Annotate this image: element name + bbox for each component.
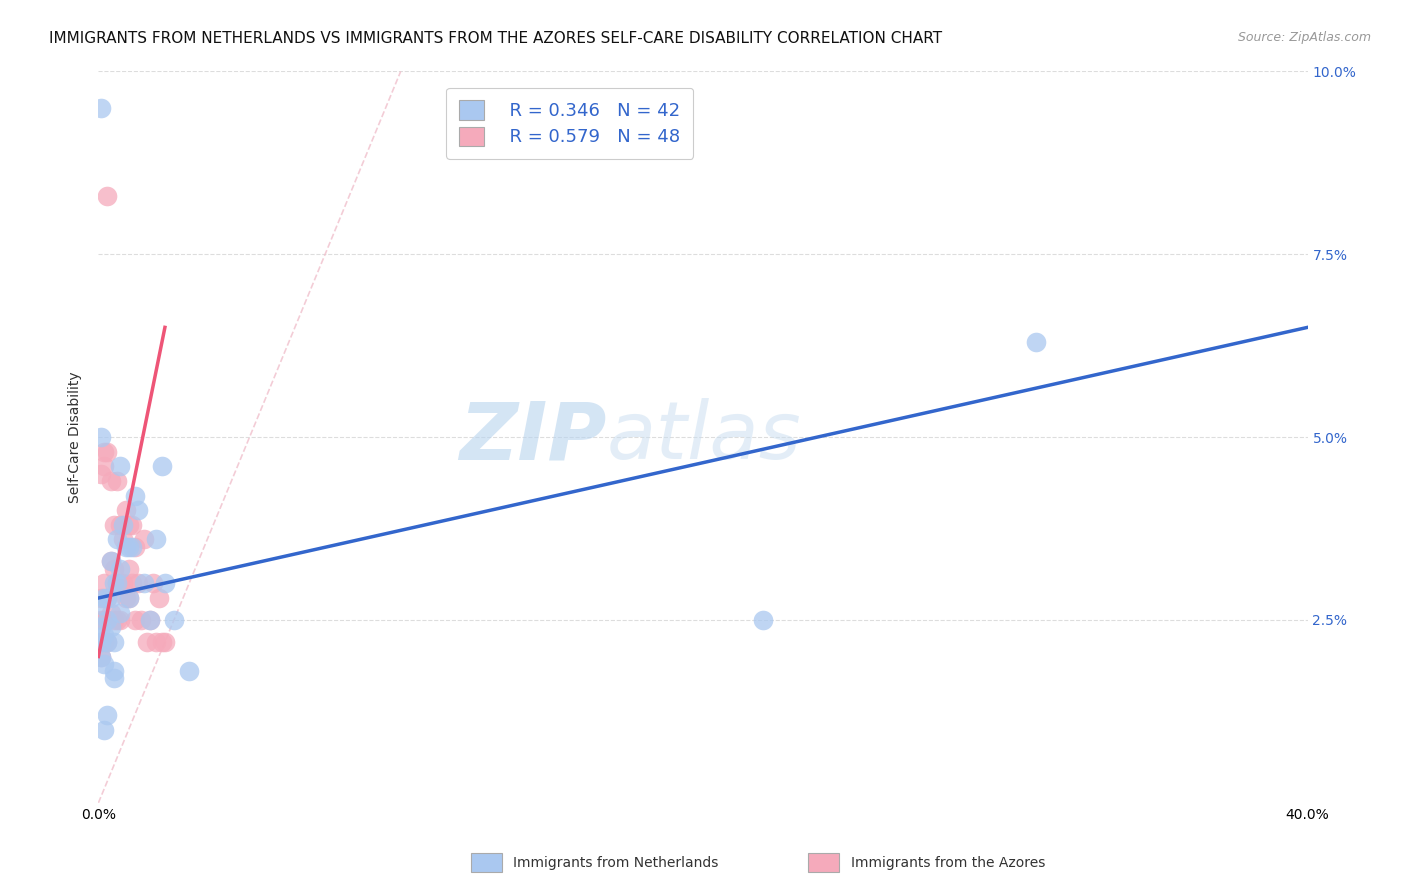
Point xyxy=(111,576,134,591)
Point xyxy=(145,635,167,649)
Point xyxy=(96,613,118,627)
Point xyxy=(90,635,112,649)
Point xyxy=(121,540,143,554)
Point xyxy=(96,591,118,605)
Point xyxy=(118,517,141,532)
Legend:   R = 0.346   N = 42,   R = 0.579   N = 48: R = 0.346 N = 42, R = 0.579 N = 48 xyxy=(446,87,693,159)
Point xyxy=(108,562,131,576)
Point xyxy=(118,562,141,576)
Point xyxy=(124,489,146,503)
Point xyxy=(100,591,122,605)
Point xyxy=(90,430,112,444)
Point xyxy=(105,613,128,627)
Point xyxy=(93,723,115,737)
Text: Immigrants from Netherlands: Immigrants from Netherlands xyxy=(513,855,718,870)
Point xyxy=(93,444,115,458)
Point xyxy=(752,613,775,627)
Point xyxy=(93,459,115,474)
Point xyxy=(96,591,118,605)
Point xyxy=(132,533,155,547)
Point xyxy=(139,613,162,627)
Point xyxy=(93,657,115,671)
Point xyxy=(90,649,112,664)
Point xyxy=(163,613,186,627)
Point xyxy=(108,613,131,627)
Point xyxy=(108,576,131,591)
Point xyxy=(139,613,162,627)
Point xyxy=(179,664,201,678)
Point xyxy=(118,540,141,554)
Point xyxy=(121,576,143,591)
Point xyxy=(90,613,112,627)
Point xyxy=(103,613,125,627)
Point xyxy=(100,474,122,488)
Point xyxy=(100,620,122,634)
Point xyxy=(150,459,173,474)
Point xyxy=(118,591,141,605)
Point xyxy=(121,517,143,532)
Point xyxy=(124,540,146,554)
Point xyxy=(93,576,115,591)
Point xyxy=(90,599,112,613)
Point xyxy=(105,474,128,488)
Point xyxy=(90,620,112,634)
Point xyxy=(96,635,118,649)
Point xyxy=(90,649,112,664)
Point xyxy=(1024,334,1046,349)
Point xyxy=(108,606,131,620)
Point xyxy=(108,517,131,532)
Point xyxy=(114,540,136,554)
Point xyxy=(96,444,118,458)
Point xyxy=(108,459,131,474)
Point xyxy=(124,613,146,627)
Point xyxy=(135,635,157,649)
Y-axis label: Self-Care Disability: Self-Care Disability xyxy=(69,371,83,503)
Point xyxy=(103,664,125,678)
Point xyxy=(100,554,122,568)
Point xyxy=(93,627,115,641)
Text: IMMIGRANTS FROM NETHERLANDS VS IMMIGRANTS FROM THE AZORES SELF-CARE DISABILITY C: IMMIGRANTS FROM NETHERLANDS VS IMMIGRANT… xyxy=(49,31,942,46)
Point xyxy=(96,188,118,202)
Point xyxy=(90,467,112,481)
Point xyxy=(90,101,112,115)
Point xyxy=(96,635,118,649)
Point xyxy=(127,576,149,591)
Point xyxy=(96,708,118,723)
Point xyxy=(142,576,165,591)
Point xyxy=(90,635,112,649)
Point xyxy=(90,591,112,605)
Point xyxy=(148,591,170,605)
Point xyxy=(145,533,167,547)
Point xyxy=(93,591,115,605)
Point xyxy=(127,503,149,517)
Text: Source: ZipAtlas.com: Source: ZipAtlas.com xyxy=(1237,31,1371,45)
Point xyxy=(150,635,173,649)
Point xyxy=(103,517,125,532)
Text: atlas: atlas xyxy=(606,398,801,476)
Text: ZIP: ZIP xyxy=(458,398,606,476)
Point xyxy=(129,613,152,627)
Point xyxy=(93,613,115,627)
Point xyxy=(103,576,125,591)
Text: Immigrants from the Azores: Immigrants from the Azores xyxy=(851,855,1045,870)
Point xyxy=(103,635,125,649)
Point xyxy=(105,533,128,547)
Point xyxy=(153,576,176,591)
Point xyxy=(93,635,115,649)
Point xyxy=(105,576,128,591)
Point xyxy=(111,517,134,532)
Point xyxy=(132,576,155,591)
Point xyxy=(114,503,136,517)
Point xyxy=(100,606,122,620)
Point xyxy=(111,533,134,547)
Point xyxy=(96,613,118,627)
Point xyxy=(100,554,122,568)
Point xyxy=(103,562,125,576)
Point xyxy=(153,635,176,649)
Point xyxy=(118,591,141,605)
Point xyxy=(114,591,136,605)
Point xyxy=(105,576,128,591)
Point xyxy=(103,672,125,686)
